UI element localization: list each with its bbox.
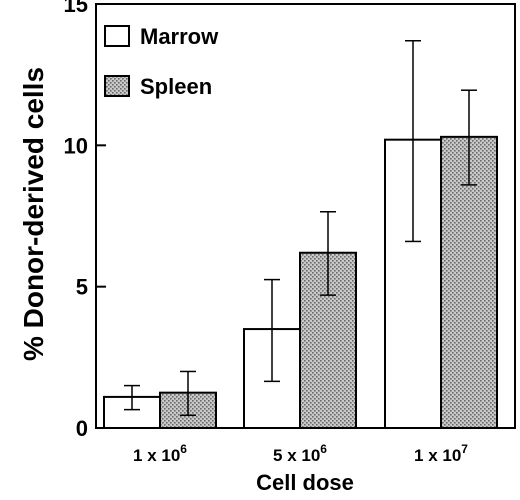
legend-label-spleen: Spleen: [140, 74, 212, 99]
legend-swatch-spleen: [104, 75, 130, 97]
y-tick-label: 0: [76, 416, 88, 441]
legend: Marrow Spleen: [104, 24, 219, 99]
legend-label-marrow: Marrow: [140, 24, 219, 49]
y-axis-label: % Donor-derived cells: [18, 67, 49, 361]
y-tick-label: 10: [64, 133, 88, 158]
y-axis-ticks: 0 5 10 15: [64, 0, 106, 441]
x-axis-ticks: 1 x 106 5 x 106 1 x 107: [133, 442, 468, 465]
x-tick-label: 1 x 107: [414, 442, 468, 465]
x-axis-label: Cell dose: [256, 470, 354, 495]
legend-swatch-marrow: [104, 25, 130, 47]
x-tick-label: 1 x 106: [133, 442, 187, 465]
bars-group: [103, 39, 498, 430]
x-tick-label: 5 x 106: [273, 442, 327, 465]
y-tick-label: 5: [76, 275, 88, 300]
y-tick-label: 15: [64, 0, 88, 17]
